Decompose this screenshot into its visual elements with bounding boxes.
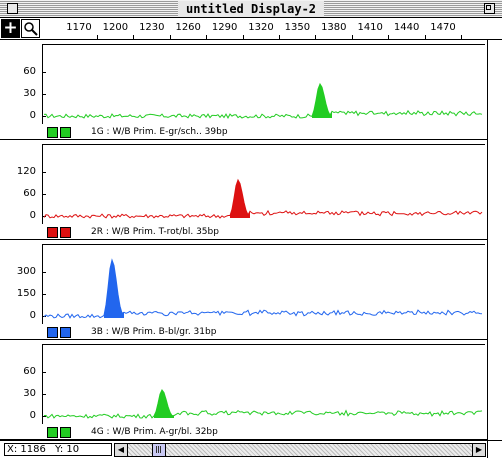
panel-separator bbox=[0, 139, 487, 140]
trace-peak bbox=[312, 84, 332, 118]
ruler-tick-label: 1170 bbox=[66, 22, 92, 33]
y-tick-label: 0 bbox=[29, 210, 36, 221]
y-coordinate: Y: 10 bbox=[55, 444, 80, 455]
trace-panels: 60 30 0 1G : W/B Prim. E-gr/sch.. 39bp 120 60… bbox=[0, 40, 487, 440]
ruler-tick-label: 1380 bbox=[321, 22, 347, 33]
trace-legend: 3B : W/B Prim. B-bl/gr. 31bp bbox=[47, 326, 216, 339]
y-tick-label: 120 bbox=[16, 166, 36, 177]
trace-plot[interactable] bbox=[42, 144, 485, 224]
ruler-tick bbox=[351, 35, 353, 39]
trace-panel-3b[interactable]: 300 150 0 3B : W/B Prim. B-bl/gr. 31bp bbox=[0, 240, 487, 340]
panel-separator bbox=[0, 339, 487, 340]
x-coordinate: X: 1186 bbox=[7, 444, 46, 455]
x-axis-ruler: 1170 1200 1230 1260 1290 1320 1350 1380 1410 1440… bbox=[44, 18, 484, 39]
color-swatch-icon[interactable] bbox=[60, 327, 71, 338]
trace-line bbox=[43, 258, 483, 319]
trace-legend: 2R : W/B Prim. T-rot/bl. 35bp bbox=[47, 226, 219, 239]
ruler-tick bbox=[97, 35, 98, 39]
ruler-tick bbox=[133, 35, 135, 39]
ruler-tick bbox=[242, 35, 244, 39]
panel-separator bbox=[0, 239, 487, 240]
plot-frame bbox=[42, 244, 485, 324]
trace-line bbox=[43, 389, 483, 419]
ruler-tick bbox=[169, 35, 171, 39]
coordinate-readout: X: 1186 Y: 10 bbox=[4, 443, 112, 456]
grow-box[interactable] bbox=[487, 440, 502, 458]
color-swatch-icon[interactable] bbox=[47, 227, 58, 238]
vertical-scrollbar[interactable] bbox=[487, 40, 502, 440]
ruler-tick-label: 1410 bbox=[357, 22, 383, 33]
trace-panel-1g[interactable]: 60 30 0 1G : W/B Prim. E-gr/sch.. 39bp bbox=[0, 40, 487, 140]
ruler-tick bbox=[315, 35, 317, 39]
ruler-tick bbox=[424, 35, 426, 39]
title-bar[interactable]: untitled Display-2 bbox=[0, 0, 502, 18]
y-tick-label: 60 bbox=[23, 366, 36, 377]
ruler-tick-label: 1440 bbox=[393, 22, 420, 33]
trace-legend: 1G : W/B Prim. E-gr/sch.. 39bp bbox=[47, 126, 228, 139]
ruler-tick-label: 1470 bbox=[430, 22, 456, 33]
scroll-right-arrow-icon[interactable]: ▶ bbox=[472, 444, 485, 456]
trace-peak bbox=[104, 260, 124, 318]
ruler-tick-label: 1320 bbox=[248, 22, 274, 33]
trace-line bbox=[43, 82, 483, 119]
trace-plot[interactable] bbox=[42, 44, 485, 124]
color-swatch-icon[interactable] bbox=[47, 127, 58, 138]
plot-frame bbox=[42, 44, 485, 124]
scroll-thumb[interactable] bbox=[152, 444, 166, 456]
trace-line bbox=[43, 178, 483, 219]
color-swatch-icon[interactable] bbox=[60, 227, 71, 238]
trace-panel-2r[interactable]: 120 60 0 2R : W/B Prim. T-rot/bl. 35bp bbox=[0, 140, 487, 240]
plot-frame bbox=[42, 344, 485, 424]
ruler-tick-label: 1290 bbox=[211, 22, 238, 33]
trace-panel-4g[interactable]: 60 30 0 4G : W/B Prim. A-gr/bl. 32bp bbox=[0, 340, 487, 440]
ruler-tick bbox=[279, 35, 280, 39]
zoom-box[interactable] bbox=[484, 3, 495, 14]
y-tick-label: 0 bbox=[29, 410, 36, 421]
trace-plot[interactable] bbox=[42, 344, 485, 424]
status-bar: X: 1186 Y: 10 ◀ ▶ bbox=[0, 440, 502, 458]
trace-legend-label: 3B : W/B Prim. B-bl/gr. 31bp bbox=[91, 327, 217, 337]
ruler-tick bbox=[206, 35, 208, 39]
trace-legend-label: 1G : W/B Prim. E-gr/sch.. 39bp bbox=[91, 127, 228, 137]
ruler-tick bbox=[388, 35, 390, 39]
y-tick-label: 150 bbox=[16, 288, 36, 299]
ruler-tick-label: 1350 bbox=[284, 22, 311, 33]
plot-frame bbox=[42, 144, 485, 224]
y-tick-label: 30 bbox=[23, 388, 36, 399]
toolbar: + 1170 1200 1230 1260 1290 1320 1350 1380 1410 14… bbox=[0, 18, 502, 40]
ruler-tick-label: 1260 bbox=[175, 22, 201, 33]
y-tick-label: 300 bbox=[16, 266, 36, 277]
trace-plot[interactable] bbox=[42, 244, 485, 324]
y-tick-label: 0 bbox=[29, 110, 36, 121]
color-swatch-icon[interactable] bbox=[47, 427, 58, 438]
window-title: untitled Display-2 bbox=[177, 1, 325, 17]
crosshair-tool-icon[interactable]: + bbox=[1, 19, 20, 38]
ruler-tick-label: 1200 bbox=[102, 22, 129, 33]
trace-legend-label: 4G : W/B Prim. A-gr/bl. 32bp bbox=[91, 427, 218, 437]
color-swatch-icon[interactable] bbox=[47, 327, 58, 338]
trace-legend-label: 2R : W/B Prim. T-rot/bl. 35bp bbox=[91, 227, 219, 237]
close-box[interactable] bbox=[7, 3, 18, 14]
scroll-left-arrow-icon[interactable]: ◀ bbox=[115, 444, 128, 456]
y-tick-label: 60 bbox=[23, 188, 36, 199]
trace-peak bbox=[230, 180, 250, 218]
magnifier-icon bbox=[24, 22, 38, 36]
magnifier-tool-icon[interactable] bbox=[21, 19, 40, 38]
ruler-tick-label: 1230 bbox=[139, 22, 165, 33]
trace-peak bbox=[154, 390, 174, 418]
trace-legend: 4G : W/B Prim. A-gr/bl. 32bp bbox=[47, 426, 218, 439]
horizontal-scrollbar[interactable]: ◀ ▶ bbox=[114, 443, 486, 457]
color-swatch-icon[interactable] bbox=[60, 427, 71, 438]
color-swatch-icon[interactable] bbox=[60, 127, 71, 138]
panel-separator bbox=[0, 439, 487, 440]
y-tick-label: 60 bbox=[23, 66, 36, 77]
y-tick-label: 30 bbox=[23, 88, 36, 99]
y-tick-label: 0 bbox=[29, 310, 36, 321]
ruler-tick bbox=[461, 35, 462, 39]
